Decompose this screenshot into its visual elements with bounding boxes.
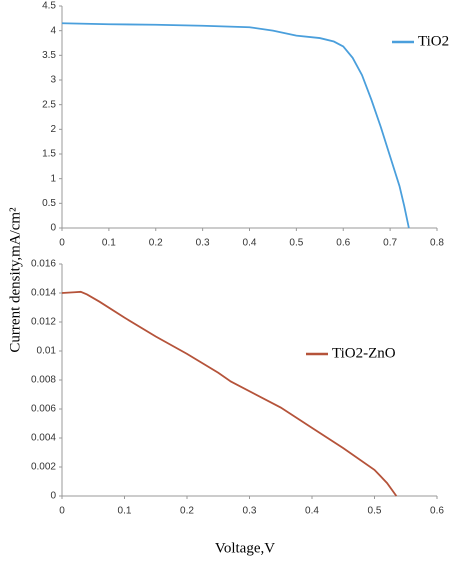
data-line	[61, 22, 410, 229]
y-tick-label: 3	[50, 75, 56, 86]
y-tick-label: 0.016	[31, 259, 56, 270]
x-tick-label: 0.7	[383, 238, 397, 249]
x-tick-label: 0.2	[149, 238, 163, 249]
x-tick-label: 0.3	[196, 238, 210, 249]
data-line	[61, 290, 398, 497]
y-tick-label: 1.5	[42, 149, 56, 160]
y-tick-label: 0.01	[37, 346, 57, 357]
y-tick-label: 0.5	[42, 198, 56, 209]
y-axis-label: Current density,mA/cm²	[7, 207, 23, 353]
x-tick-label: 0.8	[430, 238, 444, 249]
x-tick-label: 0.4	[243, 238, 257, 249]
y-tick-label: 2.5	[42, 99, 56, 110]
x-tick-label: 0.3	[243, 506, 257, 517]
x-tick-label: 0.5	[289, 238, 303, 249]
x-tick-label: 0.4	[305, 506, 319, 517]
legend-label: TiO2-ZnO	[332, 345, 396, 361]
y-tick-label: 2	[50, 124, 56, 135]
y-tick-label: 0.002	[31, 462, 56, 473]
x-tick-label: 0.1	[118, 506, 132, 517]
y-tick-label: 0.006	[31, 404, 56, 415]
y-tick-label: 0.004	[31, 433, 56, 444]
x-tick-label: 0	[59, 506, 65, 517]
x-tick-label: 0.6	[336, 238, 350, 249]
y-tick-label: 0.012	[31, 317, 56, 328]
legend-label: TiO2	[418, 33, 449, 49]
y-tick-label: 0	[50, 491, 56, 502]
y-tick-label: 1	[50, 173, 56, 184]
x-axis-label: Voltage,V	[215, 540, 275, 556]
y-tick-label: 0.014	[31, 288, 56, 299]
y-tick-label: 4.5	[42, 1, 56, 12]
y-tick-label: 0.008	[31, 375, 56, 386]
x-tick-label: 0.5	[368, 506, 382, 517]
y-tick-label: 3.5	[42, 50, 56, 61]
x-tick-label: 0.2	[180, 506, 194, 517]
x-tick-label: 0.1	[102, 238, 116, 249]
y-tick-label: 0	[50, 223, 56, 234]
x-tick-label: 0	[59, 238, 65, 249]
x-tick-label: 0.6	[430, 506, 444, 517]
y-tick-label: 4	[50, 25, 56, 36]
